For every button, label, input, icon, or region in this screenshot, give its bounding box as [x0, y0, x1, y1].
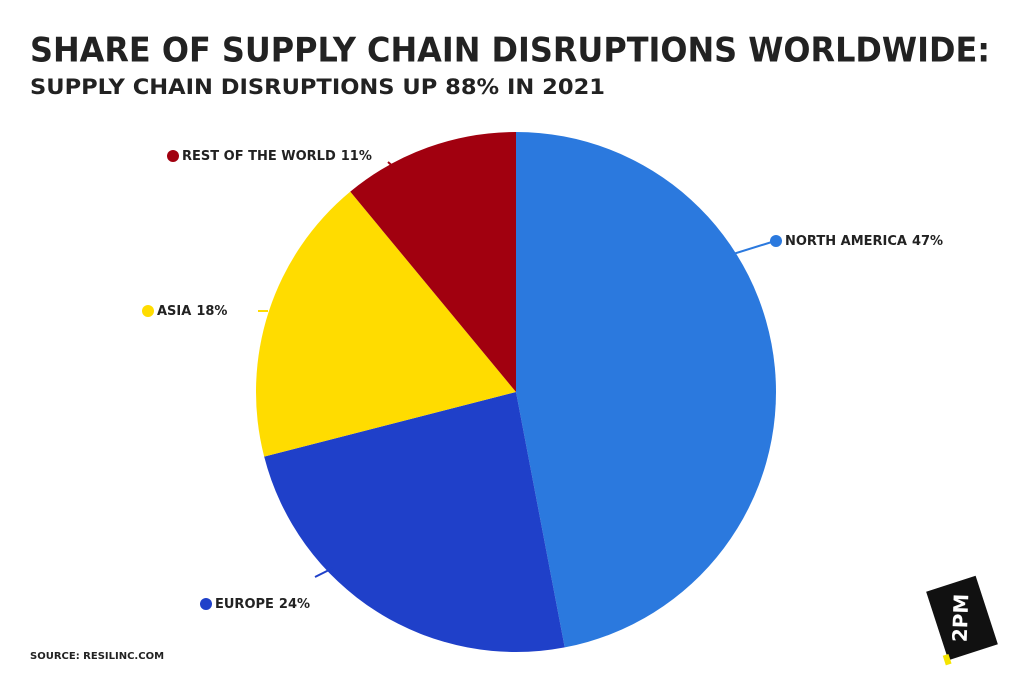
value-label: 47% [912, 234, 943, 249]
pie: NORTH AMERICA 47% EUROPE 24% ASIA 18% REST OF … [142, 132, 943, 652]
leader-line [729, 240, 776, 256]
leader-line [387, 161, 399, 172]
value-label: 24% [279, 597, 310, 612]
category-label: ASIA [157, 304, 191, 319]
slice-label: NORTH AMERICA 47% [785, 234, 943, 249]
value-label: 11% [341, 149, 372, 164]
value-label: 18% [196, 304, 227, 319]
slice-label: EUROPE 24% [215, 597, 310, 612]
category-label: NORTH AMERICA [785, 234, 907, 249]
logo-text: 2PM [948, 593, 974, 642]
chart-subtitle: SUPPLY CHAIN DISRUPTIONS UP 88% IN 2021 [30, 75, 605, 99]
source: SOURCE: RESILINC.COM [30, 651, 164, 662]
chart-title: SHARE OF SUPPLY CHAIN DISRUPTIONS WORLDW… [30, 31, 990, 71]
logo: 2PM [926, 575, 998, 666]
leader-line [314, 567, 334, 578]
pie-slice [255, 191, 516, 457]
label-dot [200, 598, 212, 610]
slice-label: ASIA 18% [157, 304, 227, 319]
pie-slice [516, 132, 777, 648]
category-label: REST OF THE WORLD [182, 149, 336, 164]
slice-label: REST OF THE WORLD 11% [182, 149, 372, 164]
label-dot [770, 235, 782, 247]
label-dot [142, 305, 154, 317]
logo-accent [942, 653, 952, 666]
pie-slice [264, 392, 565, 652]
category-label: EUROPE [215, 597, 274, 612]
label-dot [167, 150, 179, 162]
pie-slice [350, 132, 516, 392]
logo-box [926, 575, 998, 661]
